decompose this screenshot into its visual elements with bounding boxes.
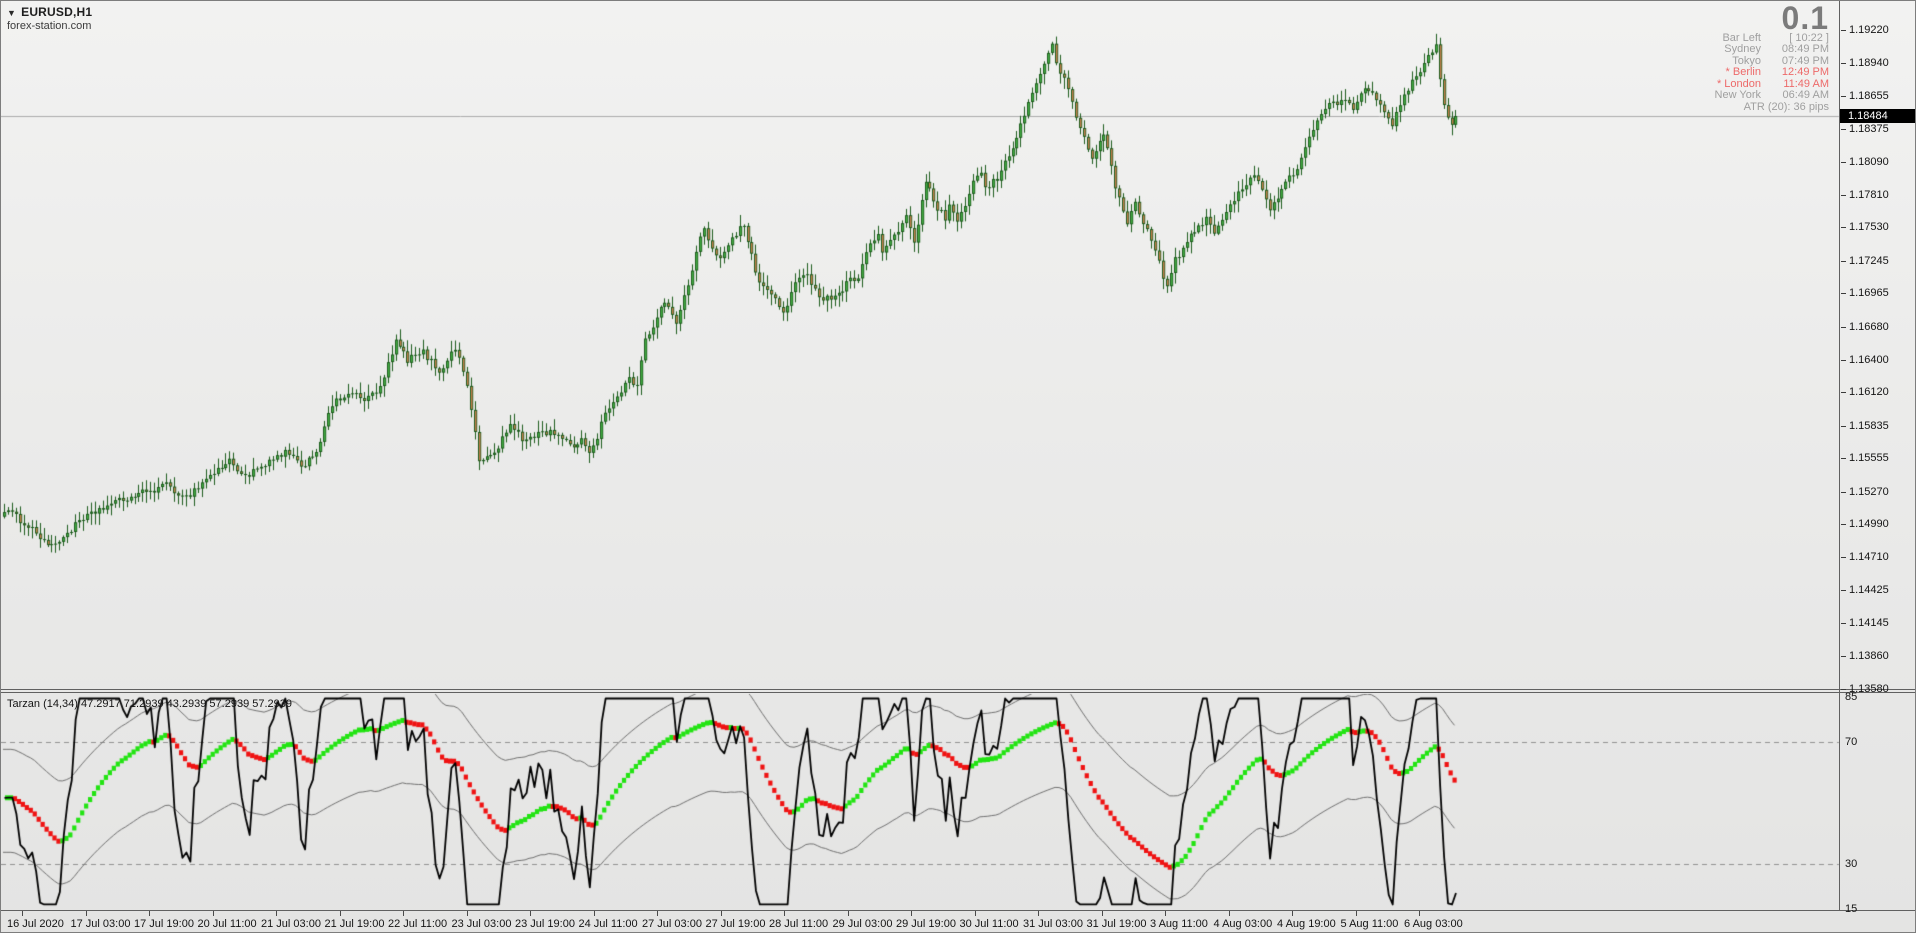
price-tick-label: 1.13580	[1841, 683, 1889, 695]
clock-city-label: * Berlin	[1725, 66, 1761, 79]
time-tick-label: 24 Jul 11:00	[578, 911, 638, 930]
symbol-title: ▼ EURUSD,H1	[7, 6, 92, 20]
time-tick-label: 5 Aug 11:00	[1340, 911, 1399, 930]
symbol-block: ▼ EURUSD,H1 forex-station.com	[7, 6, 92, 33]
clock-time-value: 12:49 PM	[1781, 66, 1829, 79]
clock-row: Sydney 08:49 PM	[1715, 43, 1829, 56]
price-axis-separator	[1839, 1, 1840, 911]
price-tick-label: 1.14710	[1841, 550, 1889, 563]
price-tick-label: 1.18655	[1841, 90, 1889, 103]
chevron-down-icon[interactable]: ▼	[7, 8, 17, 18]
price-tick-label: 1.18940	[1841, 56, 1889, 69]
time-tick-label: 17 Jul 03:00	[70, 911, 131, 930]
time-tick-label: 31 Jul 03:00	[1023, 911, 1083, 930]
clock-row: Bar Left [ 10:22 ]	[1715, 32, 1829, 44]
time-tick-label: 22 Jul 11:00	[388, 911, 448, 930]
time-tick-label: 23 Jul 19:00	[515, 911, 575, 930]
time-tick-label: 29 Jul 03:00	[832, 911, 893, 930]
price-tick-label: 1.18090	[1841, 156, 1889, 169]
atr-label: ATR (20): 36 pips	[1743, 101, 1829, 114]
clock-rows: Bar Left [ 10:22 ] Sydney 08:49 PM Tokyo 07:4…	[1714, 32, 1829, 102]
price-tick-label: 1.15555	[1841, 452, 1889, 465]
time-tick-label: 21 Jul 19:00	[324, 911, 385, 930]
time-tick-label: 17 Jul 19:00	[134, 911, 194, 930]
price-tick-label: 1.14425	[1841, 584, 1889, 597]
indicator-divider-top	[1, 689, 1915, 690]
price-tick-label: 1.16680	[1841, 320, 1889, 333]
clock-city-label: Tokyo	[1732, 54, 1761, 67]
time-tick-label: 30 Jul 11:00	[959, 911, 1019, 930]
oscillator-scale-label: 85	[1845, 691, 1858, 703]
price-tick-label: 1.19220	[1841, 24, 1889, 36]
oscillator-scale-label: 30	[1845, 857, 1858, 870]
clock-time-value: [ 10:22 ]	[1789, 32, 1829, 44]
watermark-text: forex-station.com	[7, 20, 92, 32]
oscillator-scale-label: 15	[1845, 903, 1858, 915]
price-tick-label: 1.15835	[1841, 419, 1889, 432]
time-axis-divider	[1, 910, 1915, 911]
time-tick-label: 16 Jul 2020	[7, 911, 64, 930]
price-tick-label: 1.17530	[1841, 221, 1889, 234]
clock-row: * Berlin 12:49 PM	[1715, 66, 1829, 79]
clock-row: * London 11:49 AM	[1715, 77, 1829, 90]
price-tick-label: 1.17810	[1841, 188, 1889, 201]
time-tick-label: 31 Jul 19:00	[1086, 911, 1147, 930]
oscillator-scale-label: 70	[1845, 736, 1858, 749]
time-tick-label: 4 Aug 19:00	[1277, 911, 1336, 930]
time-tick-label: 6 Aug 03:00	[1404, 911, 1463, 930]
current-price-tag: 1.18484	[1840, 109, 1915, 123]
time-tick-label: 27 Jul 19:00	[705, 911, 766, 930]
clock-city-label: * London	[1716, 77, 1761, 90]
lot-size-label: 0.1	[1781, 0, 1829, 36]
price-tick-label: 1.15270	[1841, 485, 1889, 498]
price-tick-label: 1.13860	[1841, 650, 1889, 663]
clock-city-label: New York	[1714, 89, 1761, 102]
price-axis[interactable]: 1.18484 1.19220 1.18940 1.18655 1.18375 1.18…	[1840, 1, 1915, 915]
time-tick-label: 3 Aug 11:00	[1150, 911, 1208, 930]
price-tick-label: 1.14145	[1841, 616, 1889, 629]
clock-time-value: 08:49 PM	[1781, 43, 1829, 56]
time-tick-label: 4 Aug 03:00	[1213, 911, 1273, 930]
time-tick-label: 23 Jul 03:00	[451, 911, 512, 930]
price-tick-label: 1.16965	[1841, 287, 1889, 300]
price-tick-label: 1.16400	[1841, 353, 1889, 366]
clock-city-label: Bar Left	[1722, 32, 1761, 44]
clock-row: Tokyo 07:49 PM	[1715, 54, 1829, 67]
indicator-title: Tarzan (14,34) 47.2917 71.2939 43.2939 5…	[7, 698, 293, 710]
symbol-label: EURUSD,H1	[21, 5, 93, 19]
clock-time-value: 07:49 PM	[1781, 54, 1829, 67]
time-tick-label: 20 Jul 11:00	[197, 911, 257, 930]
clock-row: New York 06:49 AM	[1714, 89, 1829, 102]
time-tick-label: 28 Jul 11:00	[769, 911, 829, 930]
time-tick-label: 21 Jul 03:00	[261, 911, 321, 930]
clock-time-value: 06:49 AM	[1782, 89, 1829, 102]
clock-time-value: 11:49 AM	[1783, 77, 1829, 90]
time-axis[interactable]: 16 Jul 2020 17 Jul 03:00 17 Jul 19:00 20 Ju…	[1, 911, 1915, 932]
indicator-divider-bottom	[1, 692, 1915, 693]
time-tick-label: 29 Jul 19:00	[896, 911, 956, 930]
price-tick-label: 1.17245	[1841, 254, 1889, 267]
price-tick-label: 1.16120	[1841, 386, 1889, 399]
market-clock-panel: 0.1 Bar Left[ 10:22 ] Sydney 08:49 PM Tokyo…	[1714, 0, 1829, 114]
clock-city-label: Sydney	[1724, 43, 1761, 56]
price-tick-label: 1.18375	[1841, 122, 1889, 135]
time-tick-label: 27 Jul 03:00	[642, 911, 702, 930]
price-tick-label: 1.14990	[1841, 518, 1889, 531]
